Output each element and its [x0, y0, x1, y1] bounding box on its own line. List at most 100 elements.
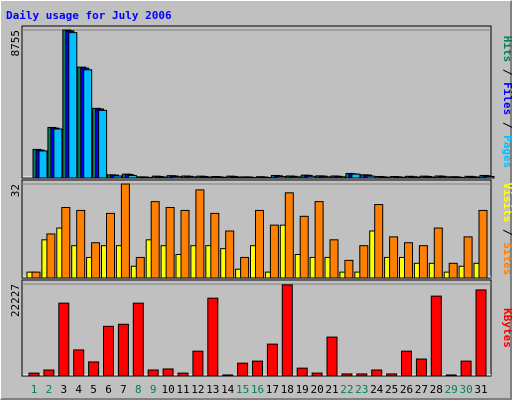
- bar: [475, 289, 487, 377]
- bar: [88, 361, 100, 377]
- x-tick-label: 25: [385, 383, 398, 396]
- x-tick-label: 13: [206, 383, 219, 396]
- bar: [202, 176, 212, 179]
- x-tick-label: 28: [430, 383, 443, 396]
- bar: [276, 175, 286, 179]
- bar: [240, 256, 250, 279]
- bar: [217, 176, 227, 179]
- x-tick-label: 8: [135, 383, 142, 396]
- bar: [281, 284, 293, 377]
- bar: [162, 368, 174, 377]
- x-tick-label: 30: [459, 383, 472, 396]
- bar: [91, 242, 101, 279]
- bar: [53, 128, 63, 179]
- bar: [418, 245, 428, 279]
- legend: Hits / Files / Pages: [501, 36, 512, 169]
- bar: [195, 189, 205, 279]
- bar: [366, 175, 376, 179]
- x-tick-label: 12: [191, 383, 204, 396]
- bar: [389, 236, 399, 279]
- x-tick-label: 3: [60, 383, 67, 396]
- legend-separator: /: [501, 222, 512, 242]
- x-tick-label: 31: [474, 383, 487, 396]
- bar: [135, 256, 145, 279]
- bar: [269, 224, 279, 279]
- x-tick-label: 20: [310, 383, 323, 396]
- bar: [98, 109, 108, 179]
- bar: [401, 350, 412, 377]
- bar: [381, 176, 391, 179]
- bar: [142, 176, 152, 179]
- bar: [247, 176, 257, 179]
- bar: [252, 360, 263, 377]
- bar: [415, 358, 427, 377]
- bar: [371, 369, 383, 377]
- bar: [296, 367, 308, 377]
- bar: [291, 176, 301, 179]
- bar: [103, 325, 114, 377]
- bar: [43, 369, 55, 377]
- x-tick-label: 27: [415, 383, 428, 396]
- bar: [61, 207, 71, 279]
- bar: [314, 201, 324, 279]
- legend: Visits / Sites: [501, 183, 512, 276]
- bar: [120, 183, 130, 279]
- bar: [165, 207, 175, 279]
- bar: [157, 176, 167, 179]
- bar: [329, 239, 339, 279]
- bar: [106, 212, 115, 279]
- x-tick-label: 22: [340, 383, 353, 396]
- chart-title: Daily usage for July 2006: [6, 9, 172, 22]
- bar: [83, 69, 93, 179]
- x-tick-label: 9: [150, 383, 157, 396]
- bar: [404, 242, 413, 279]
- legend: KBytes: [501, 308, 512, 348]
- bar: [255, 209, 264, 279]
- bar: [356, 373, 368, 377]
- bar: [76, 209, 86, 279]
- bar: [68, 32, 78, 179]
- x-tick-label: 5: [90, 383, 97, 396]
- bar: [306, 175, 316, 179]
- x-tick-label: 2: [46, 383, 53, 396]
- x-tick-label: 17: [266, 383, 279, 396]
- x-tick-label: 6: [105, 383, 112, 396]
- x-tick-label: 18: [281, 383, 294, 396]
- bar: [192, 350, 204, 377]
- bar: [463, 236, 473, 279]
- bar: [58, 302, 70, 377]
- bar: [374, 204, 384, 279]
- x-tick-label: 15: [236, 383, 249, 396]
- bar: [440, 176, 450, 179]
- x-tick-label: 16: [251, 383, 264, 396]
- legend-separator: /: [501, 115, 512, 135]
- x-tick-label: 26: [400, 383, 413, 396]
- bar: [460, 360, 472, 377]
- x-tick-label: 29: [445, 383, 458, 396]
- bar: [207, 297, 219, 377]
- x-tick-label: 10: [161, 383, 174, 396]
- bar: [478, 209, 488, 279]
- bar: [430, 295, 442, 377]
- bar: [127, 174, 137, 179]
- bar: [266, 343, 278, 377]
- bar: [150, 201, 160, 279]
- bar: [341, 373, 353, 377]
- bar: [344, 259, 354, 279]
- legend-entry: Files: [501, 82, 512, 115]
- bar: [284, 192, 294, 279]
- x-tick-label: 11: [176, 383, 189, 396]
- bar: [117, 323, 129, 377]
- bar: [359, 245, 369, 279]
- bar: [132, 302, 144, 377]
- x-tick-label: 23: [355, 383, 368, 396]
- bar: [299, 215, 309, 279]
- legend-separator: /: [501, 62, 512, 82]
- bar: [396, 176, 406, 179]
- legend-entry: Visits: [501, 183, 512, 223]
- bar: [147, 369, 159, 377]
- bar: [222, 374, 234, 377]
- bar: [232, 176, 242, 179]
